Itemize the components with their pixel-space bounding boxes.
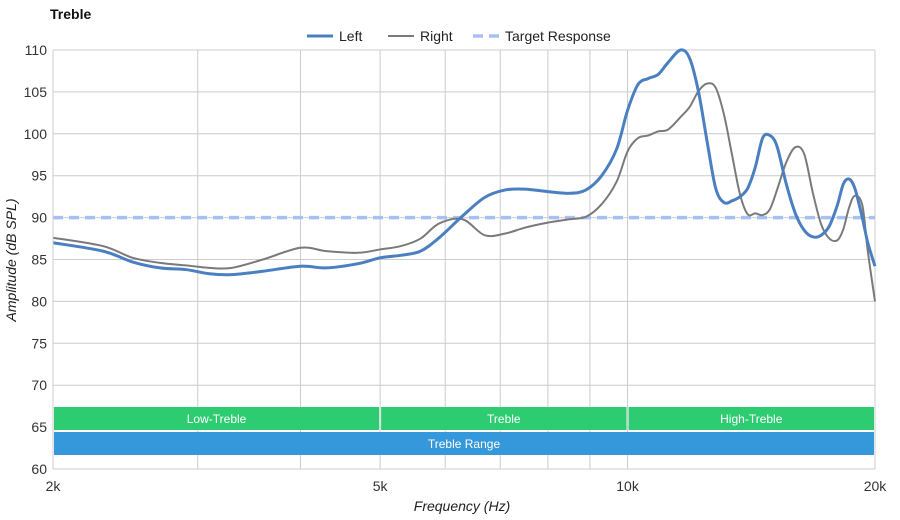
x-tick-label: 10k bbox=[616, 478, 640, 494]
chart-title: Treble bbox=[50, 6, 91, 22]
x-tick-label: 20k bbox=[864, 478, 888, 494]
y-tick-label: 100 bbox=[24, 126, 48, 142]
y-tick-label: 110 bbox=[25, 42, 48, 58]
y-tick-label: 105 bbox=[24, 84, 48, 100]
axes: 60 65 70 75 80 85 90 95 100 105 110 2k 5k 10k 20k bbox=[24, 42, 888, 494]
legend-label: Target Response bbox=[505, 28, 611, 44]
legend: Left Right Target Response bbox=[307, 28, 611, 44]
y-tick-label: 65 bbox=[31, 419, 47, 435]
frequency-bands: Low-Treble Treble High-Treble Treble Range bbox=[54, 407, 874, 455]
y-tick-label: 75 bbox=[31, 335, 47, 351]
x-tick-label: 2k bbox=[46, 478, 62, 494]
y-tick-label: 70 bbox=[31, 377, 47, 393]
band-treble bbox=[381, 407, 627, 430]
y-tick-label: 85 bbox=[31, 252, 47, 268]
band-label: Treble bbox=[487, 412, 521, 426]
band-low-treble bbox=[54, 407, 380, 430]
y-tick-label: 80 bbox=[31, 293, 47, 309]
y-tick-label: 90 bbox=[31, 210, 47, 226]
series-line-left bbox=[52, 48, 877, 277]
y-axis-title: Amplitude (dB SPL) bbox=[3, 199, 19, 323]
band-label: Low-Treble bbox=[187, 412, 247, 426]
x-tick-label: 5k bbox=[373, 478, 389, 494]
x-axis-title: Frequency (Hz) bbox=[414, 498, 510, 514]
grid bbox=[52, 49, 876, 470]
band-high-treble bbox=[628, 407, 874, 430]
band-label: Treble Range bbox=[428, 437, 501, 451]
band-label: High-Treble bbox=[720, 412, 783, 426]
band-treble-range bbox=[54, 432, 874, 455]
y-tick-label: 60 bbox=[31, 461, 47, 477]
legend-label: Left bbox=[339, 28, 362, 44]
series-lines bbox=[52, 48, 877, 302]
y-tick-label: 95 bbox=[31, 168, 47, 184]
legend-label: Right bbox=[420, 28, 453, 44]
series-line-right bbox=[52, 82, 876, 302]
